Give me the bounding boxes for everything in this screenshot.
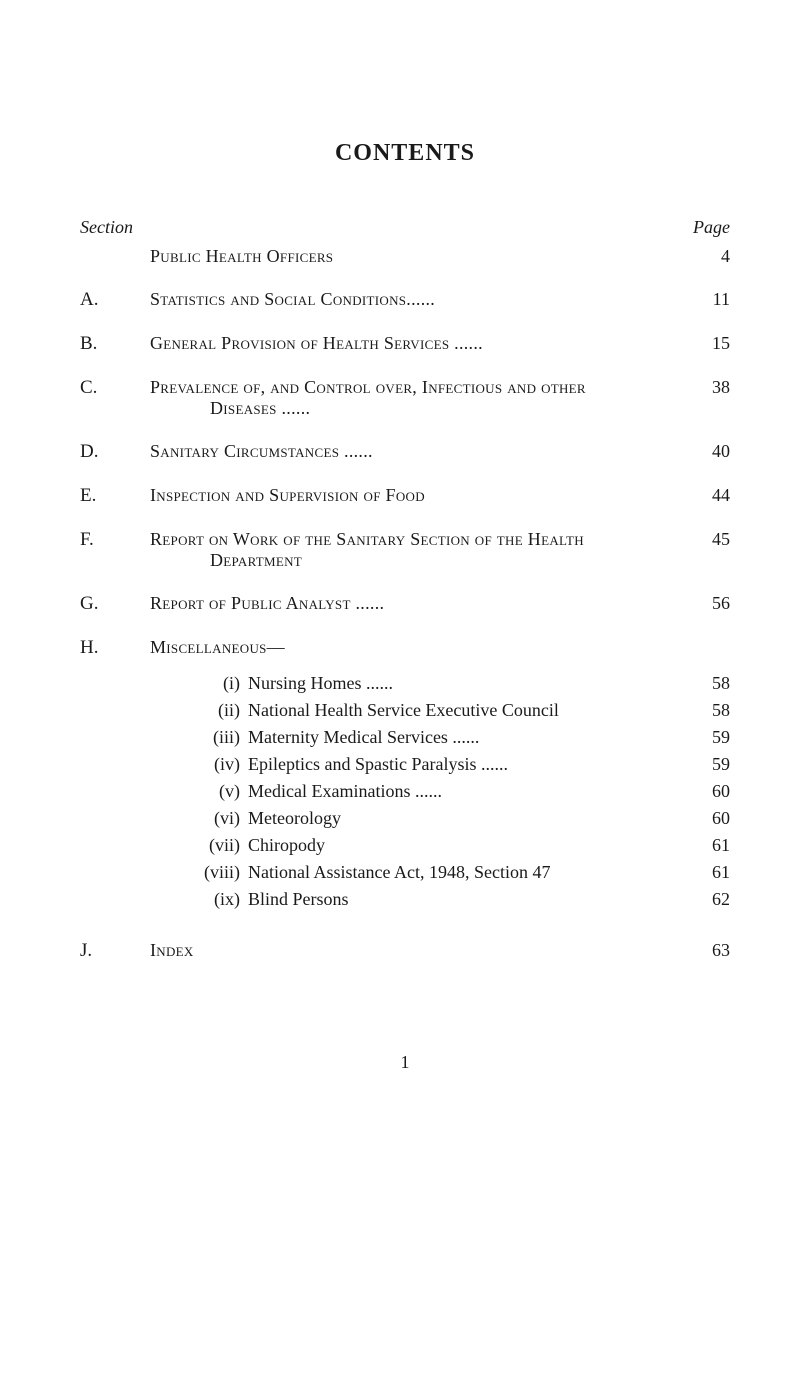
label-b: B. — [80, 333, 150, 355]
entry-a: A. Statistics and Social Conditions.....… — [80, 289, 730, 311]
sub-v-page: 60 — [680, 781, 730, 802]
sub-iv-num: (iv) — [190, 754, 248, 775]
sub-viii: (viii) National Assistance Act, 1948, Se… — [190, 862, 730, 883]
text-c-cont: Diseases ...... — [210, 398, 670, 419]
sub-vi-num: (vi) — [190, 808, 248, 829]
label-f: F. — [80, 529, 150, 551]
label-e: E. — [80, 485, 150, 507]
sub-iii-num: (iii) — [190, 727, 248, 748]
sub-vii: (vii) Chiropody 61 — [190, 835, 730, 856]
sub-ii-text: National Health Service Executive Counci… — [248, 700, 680, 721]
text-d: Sanitary Circumstances ...... — [150, 441, 680, 462]
lead-entry: Public Health Officers 4 — [80, 246, 730, 267]
text-h: Miscellaneous— — [150, 637, 680, 658]
lead-text: Public Health Officers — [150, 246, 680, 267]
sub-ix-text: Blind Persons — [248, 889, 680, 910]
page-b: 15 — [680, 333, 730, 354]
entry-d: D. Sanitary Circumstances ...... 40 — [80, 441, 730, 463]
page-f: 45 — [680, 529, 730, 550]
page-c: 38 — [680, 377, 730, 398]
page-a: 11 — [680, 289, 730, 310]
sub-viii-num: (viii) — [190, 862, 248, 883]
text-g: Report of Public Analyst ...... — [150, 593, 680, 614]
lead-page: 4 — [680, 246, 730, 267]
sub-vi-text: Meteorology — [248, 808, 680, 829]
text-c-line1: Prevalence of, and Control over, Infecti… — [150, 377, 586, 397]
entry-c: C. Prevalence of, and Control over, Infe… — [80, 377, 730, 419]
sub-vii-text: Chiropody — [248, 835, 680, 856]
sub-ix-num: (ix) — [190, 889, 248, 910]
sub-iv-text: Epileptics and Spastic Paralysis ...... — [248, 754, 680, 775]
text-f: Report on Work of the Sanitary Section o… — [150, 529, 680, 571]
sub-iv: (iv) Epileptics and Spastic Paralysis ..… — [190, 754, 730, 775]
sub-iii-text: Maternity Medical Services ...... — [248, 727, 680, 748]
text-j: Index — [150, 940, 680, 961]
sub-vii-page: 61 — [680, 835, 730, 856]
sub-ii-num: (ii) — [190, 700, 248, 721]
label-c: C. — [80, 377, 150, 399]
sub-v: (v) Medical Examinations ...... 60 — [190, 781, 730, 802]
sub-ix: (ix) Blind Persons 62 — [190, 889, 730, 910]
entry-j: J. Index 63 — [80, 940, 730, 962]
text-f-line1: Report on Work of the Sanitary Section o… — [150, 529, 584, 549]
entry-h: H. Miscellaneous— — [80, 637, 730, 659]
label-g: G. — [80, 593, 150, 615]
sub-vi: (vi) Meteorology 60 — [190, 808, 730, 829]
misc-sub-list: (i) Nursing Homes ...... 58 (ii) Nationa… — [190, 673, 730, 910]
entry-b: B. General Provision of Health Services … — [80, 333, 730, 355]
label-d: D. — [80, 441, 150, 463]
sub-vi-page: 60 — [680, 808, 730, 829]
text-c: Prevalence of, and Control over, Infecti… — [150, 377, 680, 419]
sub-ii-page: 58 — [680, 700, 730, 721]
contents-title: CONTENTS — [80, 140, 730, 167]
sub-i-page: 58 — [680, 673, 730, 694]
text-e: Inspection and Supervision of Food — [150, 485, 680, 506]
sub-v-text: Medical Examinations ...... — [248, 781, 680, 802]
sub-ix-page: 62 — [680, 889, 730, 910]
header-page: Page — [680, 217, 730, 238]
sub-iv-page: 59 — [680, 754, 730, 775]
header-spacer — [150, 217, 680, 238]
label-h: H. — [80, 637, 150, 659]
entry-g: G. Report of Public Analyst ...... 56 — [80, 593, 730, 615]
page-container: CONTENTS Section Page Public Health Offi… — [0, 0, 800, 1389]
sub-v-num: (v) — [190, 781, 248, 802]
text-a: Statistics and Social Conditions...... — [150, 289, 680, 310]
sub-i-num: (i) — [190, 673, 248, 694]
sub-i-text: Nursing Homes ...... — [248, 673, 680, 694]
text-f-cont: Department — [210, 550, 670, 571]
entry-e: E. Inspection and Supervision of Food 44 — [80, 485, 730, 507]
entry-f: F. Report on Work of the Sanitary Sectio… — [80, 529, 730, 571]
header-row: Section Page — [80, 217, 730, 238]
page-g: 56 — [680, 593, 730, 614]
label-j: J. — [80, 940, 150, 962]
label-a: A. — [80, 289, 150, 311]
page-d: 40 — [680, 441, 730, 462]
page-e: 44 — [680, 485, 730, 506]
sub-iii-page: 59 — [680, 727, 730, 748]
page-j: 63 — [680, 940, 730, 961]
sub-ii: (ii) National Health Service Executive C… — [190, 700, 730, 721]
sub-viii-text: National Assistance Act, 1948, Section 4… — [248, 862, 680, 883]
sub-vii-num: (vii) — [190, 835, 248, 856]
sub-i: (i) Nursing Homes ...... 58 — [190, 673, 730, 694]
page-number: 1 — [80, 1052, 730, 1073]
sub-iii: (iii) Maternity Medical Services ...... … — [190, 727, 730, 748]
text-b: General Provision of Health Services ...… — [150, 333, 680, 354]
sub-viii-page: 61 — [680, 862, 730, 883]
header-section: Section — [80, 217, 150, 238]
